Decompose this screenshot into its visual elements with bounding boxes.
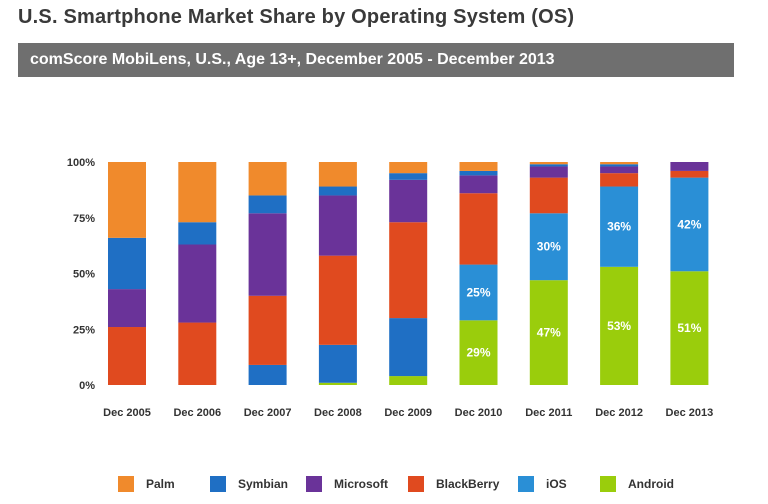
bar-segment-palm [389, 162, 428, 174]
bar-segment-microsoft [459, 175, 498, 194]
bar-segment-symbian [318, 186, 357, 196]
legend-item-android: Android [600, 473, 674, 495]
chart-subtitle: comScore MobiLens, U.S., Age 13+, Decemb… [30, 51, 555, 68]
bar-segment-symbian [178, 222, 217, 245]
bar-segment-blackberry [108, 327, 146, 385]
legend-swatch [306, 476, 322, 492]
bar-segment-ios [670, 177, 709, 272]
legend-item-ios: iOS [518, 473, 567, 495]
bar-segment-android [529, 280, 568, 385]
y-tick-label: 0% [79, 380, 95, 392]
bar-segment-microsoft [529, 166, 568, 178]
bar-segment-symbian [248, 364, 287, 385]
bar-segment-blackberry [178, 322, 217, 385]
legend-label: Symbian [238, 477, 289, 491]
bar-segment-android [389, 376, 428, 385]
data-label: 42% [677, 217, 701, 231]
bar-segment-ios [529, 213, 568, 281]
bar-segment-symbian [108, 237, 146, 290]
bar-segment-palm [108, 162, 146, 238]
bar-segment-android [670, 271, 709, 385]
legend-swatch [210, 476, 226, 492]
bar-segment-palm [248, 162, 287, 196]
x-tick-label: Dec 2009 [384, 407, 432, 419]
x-tick-label: Dec 2011 [525, 407, 572, 419]
data-label: 47% [537, 326, 561, 340]
bar-segment-blackberry [670, 170, 709, 178]
x-tick-label: Dec 2007 [244, 407, 292, 419]
bar-segment-symbian [459, 170, 498, 176]
bar-segment-palm [459, 162, 498, 171]
bar-segment-microsoft [248, 213, 287, 296]
x-tick-label: Dec 2005 [103, 407, 151, 419]
bar-segment-microsoft [178, 244, 217, 323]
y-tick-label: 100% [67, 157, 95, 169]
x-tick-label: Dec 2012 [595, 407, 643, 419]
x-tick-label: Dec 2006 [173, 407, 221, 419]
data-label: 29% [466, 346, 490, 360]
legend-label: Android [628, 477, 674, 491]
x-tick-label: Dec 2013 [666, 407, 714, 419]
y-tick-label: 50% [73, 269, 95, 281]
data-label: 36% [607, 220, 631, 234]
chart-legend: Palm Symbian Microsoft BlackBerry iOS Android [118, 473, 718, 495]
bar-segment-symbian [389, 173, 428, 180]
legend-item-palm: Palm [118, 473, 175, 495]
data-label: 51% [677, 321, 701, 335]
bar-segment-ios [600, 186, 639, 267]
bar-segment-microsoft [600, 166, 639, 174]
bar-segment-blackberry [529, 177, 568, 214]
bar-segment-microsoft [670, 162, 709, 171]
bar-segment-ios [459, 264, 498, 321]
legend-swatch [118, 476, 134, 492]
legend-label: iOS [546, 477, 567, 491]
legend-item-blackberry: BlackBerry [408, 473, 499, 495]
legend-swatch [600, 476, 616, 492]
bar-segment-palm [318, 162, 357, 187]
bar-segment-blackberry [248, 295, 287, 365]
bar-segment-blackberry [318, 255, 357, 345]
legend-swatch [408, 476, 424, 492]
bar-segment-symbian [389, 318, 428, 377]
y-tick-label: 75% [73, 213, 95, 225]
bar-segment-symbian [529, 164, 568, 167]
legend-swatch [518, 476, 534, 492]
bar-segment-symbian [318, 344, 357, 383]
bar-segment-blackberry [459, 193, 498, 265]
data-label: 25% [466, 285, 490, 299]
bar-segment-blackberry [389, 222, 428, 319]
bar-segment-microsoft [108, 289, 146, 328]
data-label: 53% [607, 319, 631, 333]
x-tick-label: Dec 2008 [314, 407, 362, 419]
legend-label: Microsoft [334, 477, 388, 491]
bar-segment-android [600, 266, 639, 385]
bar-segment-blackberry [600, 173, 639, 187]
bar-segment-android [318, 382, 357, 385]
bar-segment-symbian [600, 164, 639, 167]
bar-segment-palm [600, 162, 639, 165]
chart-title: U.S. Smartphone Market Share by Operatin… [18, 6, 575, 28]
bar-segment-android [459, 320, 498, 385]
bar-segment-palm [178, 162, 217, 223]
legend-label: BlackBerry [436, 477, 500, 491]
bar-segment-microsoft [318, 195, 357, 256]
subtitle-bar: comScore MobiLens, U.S., Age 13+, Decemb… [18, 43, 734, 77]
legend-item-symbian: Symbian [210, 473, 288, 495]
bar-segment-symbian [248, 195, 287, 214]
legend-label: Palm [146, 477, 175, 491]
legend-item-microsoft: Microsoft [306, 473, 388, 495]
y-tick-label: 25% [73, 324, 95, 336]
x-tick-label: Dec 2010 [455, 407, 503, 419]
bar-segment-palm [529, 162, 568, 165]
bar-segment-microsoft [389, 179, 428, 223]
data-label: 30% [537, 240, 561, 254]
